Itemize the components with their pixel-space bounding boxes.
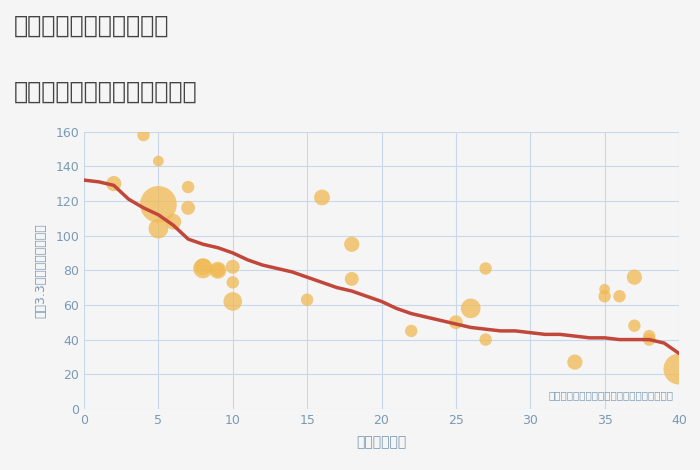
Point (227, 298, 238, 305)
Point (629, 274, 640, 281)
Point (480, 265, 491, 272)
Point (227, 263, 238, 271)
Point (227, 279, 238, 286)
Point (346, 275, 357, 282)
Text: 築年数別中古マンション価格: 築年数別中古マンション価格 (14, 80, 197, 104)
Point (465, 305, 476, 312)
Point (108, 180, 119, 188)
Point (629, 322, 640, 329)
Point (212, 266, 223, 274)
X-axis label: 築年数（年）: 築年数（年） (356, 435, 407, 449)
Point (480, 336, 491, 343)
Point (212, 266, 223, 274)
Text: 奈良県奈良市狭川両町の: 奈良県奈良市狭川両町の (14, 14, 169, 38)
Point (138, 131, 149, 139)
Point (599, 292, 610, 300)
Point (168, 218, 179, 226)
Text: 円の大きさは、取引のあった物件面積を示す: 円の大きさは、取引のあった物件面積を示す (548, 391, 673, 400)
Point (153, 201, 164, 208)
Point (302, 296, 313, 304)
Point (406, 327, 417, 335)
Point (599, 286, 610, 293)
Point (644, 332, 655, 340)
Point (450, 319, 461, 326)
Point (644, 336, 655, 343)
Point (569, 358, 580, 366)
Point (316, 194, 328, 201)
Point (183, 204, 194, 212)
Point (153, 225, 164, 233)
Point (153, 157, 164, 165)
Y-axis label: 坪（3.3㎡）単価（万円）: 坪（3.3㎡）単価（万円） (34, 223, 47, 318)
Point (346, 241, 357, 248)
Point (197, 263, 209, 271)
Point (197, 265, 209, 272)
Point (673, 365, 685, 373)
Point (183, 183, 194, 191)
Point (614, 292, 625, 300)
